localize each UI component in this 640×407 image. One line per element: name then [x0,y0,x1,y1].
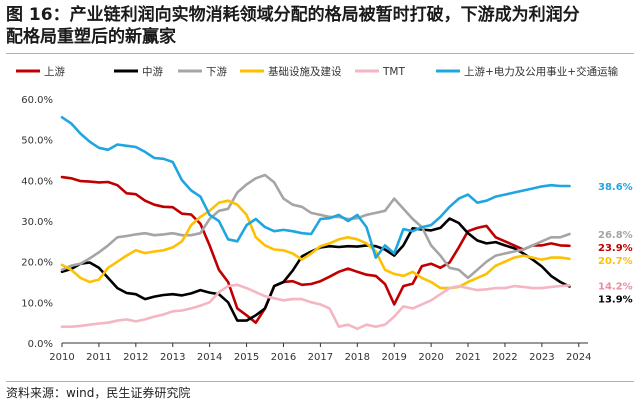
x-tick-label: 2013 [160,352,185,363]
y-tick-label: 40.0% [21,176,53,187]
series-end-label: 14.2% [598,281,633,292]
x-tick-label: 2019 [381,352,406,363]
source-note: 资料来源：wind，民生证券研究院 [6,386,191,400]
x-tick-label: 2012 [123,352,148,363]
chart-legend: 上游 中游 下游 基础设施及建设 TMT 上游+电力及公用事业+交通运输 [16,65,619,78]
series-end-label: 23.9% [598,243,633,254]
legend-label: 中游 [142,65,163,78]
series-line [60,283,571,331]
series-line [60,116,571,259]
x-tick-label: 2018 [345,352,370,363]
y-tick-label: 60.0% [21,95,53,106]
chart-title-line-2: 配格局重塑后的新赢家 [6,27,176,47]
x-tick-label: 2020 [418,352,443,363]
series-end-label: 13.9% [598,294,633,305]
x-tick-label: 2016 [271,352,296,363]
x-tick-label: 2023 [529,352,554,363]
x-tick-label: 2024 [566,352,591,363]
x-tick-label: 2021 [455,352,480,363]
series-line [60,173,571,280]
series-end-label: 26.8% [598,230,633,241]
y-tick-label: 10.0% [21,298,53,309]
x-tick-label: 2015 [234,352,259,363]
legend-label: 上游 [44,65,65,78]
source-divider [6,381,634,382]
legend-label: 下游 [206,65,227,78]
legend-label: 基础设施及建设 [268,65,342,78]
y-tick-label: 0.0% [28,339,53,350]
line-chart: 上游 中游 下游 基础设施及建设 TMT 上游+电力及公用事业+交通运输 0.0% 10.0… [16,65,633,363]
chart-series [60,116,571,331]
x-tick-label: 2011 [86,352,111,363]
chart-end-labels: 38.6% 26.8% 23.9% 20.7% 14.2% 13.9% [598,182,633,305]
series-end-label: 38.6% [598,182,633,193]
series-line [60,199,571,290]
chart-title-line-1: 图 16：产业链利润向实物消耗领域分配的格局被暂时打破，下游成为利润分 [6,5,580,25]
series-end-label: 20.7% [598,256,633,267]
chart-axes: 0.0% 10.0% 20.0% 30.0% 40.0% 50.0% 60.0% 2010 20… [21,95,591,363]
title-divider [6,53,634,54]
x-tick-label: 2014 [197,352,222,363]
legend-label: TMT [382,66,405,78]
legend-label: 上游+电力及公用事业+交通运输 [464,65,619,78]
chart-title: 图 16：产业链利润向实物消耗领域分配的格局被暂时打破，下游成为利润分 配格局重… [6,4,634,48]
series-line [60,175,571,325]
x-tick-label: 2010 [49,352,74,363]
x-tick-label: 2017 [308,352,333,363]
y-tick-label: 30.0% [21,217,53,228]
y-tick-label: 20.0% [21,258,53,269]
x-tick-label: 2022 [492,352,517,363]
y-tick-label: 50.0% [21,136,53,147]
